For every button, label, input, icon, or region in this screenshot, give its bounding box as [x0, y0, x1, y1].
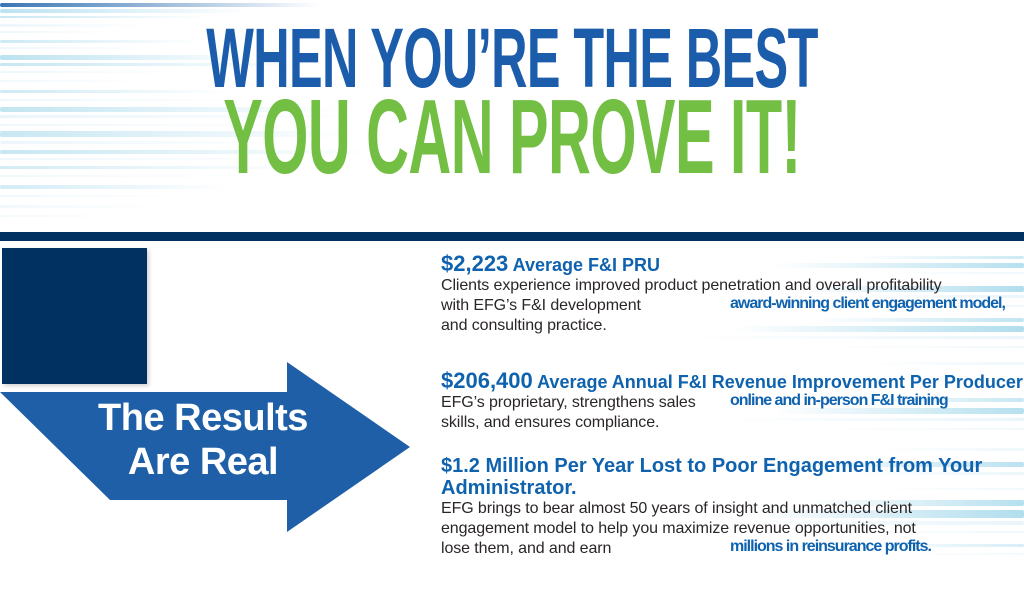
speed-line: [0, 47, 160, 49]
stat-body-line: skills, and ensures compliance.: [441, 413, 1019, 433]
stat-body-text: EFG brings to bear almost 50 years of in…: [441, 500, 912, 517]
speed-line: [0, 185, 230, 189]
stat-body-text: award-winning client engagement model,: [730, 295, 1006, 312]
stat-body-text: skills, and ensures compliance.: [441, 414, 660, 431]
stat-body-text: and consulting practice.: [441, 317, 607, 334]
stat-block: $206,400 Average Annual F&I Revenue Impr…: [441, 368, 1023, 433]
speed-line: [0, 31, 120, 33]
speed-line: [0, 195, 190, 197]
speed-line: [0, 90, 230, 93]
stat-body: EFG brings to bear almost 50 years of in…: [441, 499, 1019, 559]
stat-block: $2,223 Average F&I PRU Clients experience…: [441, 253, 1019, 336]
stat-heading-text: $1.2 Million Per Year Lost to Poor Engag…: [441, 455, 983, 477]
headline-line-1: WHEN YOU’RE THE BEST: [206, 11, 818, 105]
arrow-caption: The Results Are Real: [55, 396, 351, 484]
results-arrow-shape: [0, 362, 410, 532]
stat-body-text: engagement model to help you maximize re…: [441, 520, 916, 537]
stat-body-text: Clients experience improved product pene…: [441, 277, 942, 294]
stat-body-line: engagement model to help you maximize re…: [441, 519, 1019, 539]
stat-body-line: lose them, and and earn millions in rein…: [441, 539, 1019, 559]
stats-column: $2,223 Average F&I PRU Clients experience…: [441, 253, 1023, 559]
navy-square: [2, 248, 147, 384]
stat-heading: $2,223 Average F&I PRU: [441, 253, 1019, 276]
stat-body-text: F&I development: [521, 297, 641, 314]
speed-line: [0, 24, 150, 27]
speed-line: [0, 16, 210, 18]
results-arrow: [0, 362, 410, 532]
stat-heading: $1.2 Million Per Year Lost to Poor Engag…: [441, 455, 1019, 499]
stat-heading-text: $2,223: [441, 251, 509, 276]
arrow-caption-line1: The Results: [98, 397, 308, 439]
stat-body-text: EFG’s proprietary,: [441, 394, 572, 411]
stat-block: $1.2 Million Per Year Lost to Poor Engag…: [441, 455, 1019, 559]
stat-body-line: EFG’s proprietary, online and in-person …: [441, 393, 1019, 413]
stat-heading-text: Average Annual F&I Revenue Improvement P…: [532, 372, 1023, 392]
speed-line: [0, 40, 200, 43]
navy-divider-bar: [0, 232, 1024, 241]
stat-body-text: online and in-person F&I training: [730, 392, 949, 409]
stat-body-line: EFG brings to bear almost 50 years of in…: [441, 499, 1019, 519]
stat-body-text: lose them, and and earn: [441, 540, 612, 557]
stat-body: Clients experience improved product pene…: [441, 276, 1019, 336]
speed-line: [0, 205, 160, 208]
stat-heading-text: Average F&I PRU: [508, 255, 661, 275]
stat-body-line: and consulting practice.: [441, 316, 1019, 336]
speed-line: [0, 3, 320, 7]
speed-line: [0, 215, 130, 217]
stat-body-text: with EFG’s: [441, 297, 522, 314]
stat-body: EFG’s proprietary, online and in-person …: [441, 393, 1019, 433]
stat-body-line: with EFG’s award-winning client engageme…: [441, 296, 1019, 316]
stat-heading-text: $206,400: [441, 368, 533, 393]
stat-body-text: millions in reinsurance profits.: [730, 538, 932, 555]
stat-body-line: Clients experience improved product pene…: [441, 276, 1019, 296]
speed-line: [0, 80, 150, 82]
arrow-caption-line2: Are Real: [127, 441, 279, 483]
stat-heading-text: Administrator.: [441, 477, 577, 499]
stat-body-text: strengthens sales: [571, 394, 696, 411]
stat-heading: $206,400 Average Annual F&I Revenue Impr…: [441, 368, 1023, 393]
headline-line-2: YOU CAN PROVE IT!: [223, 78, 801, 196]
speed-line: [0, 71, 200, 73]
